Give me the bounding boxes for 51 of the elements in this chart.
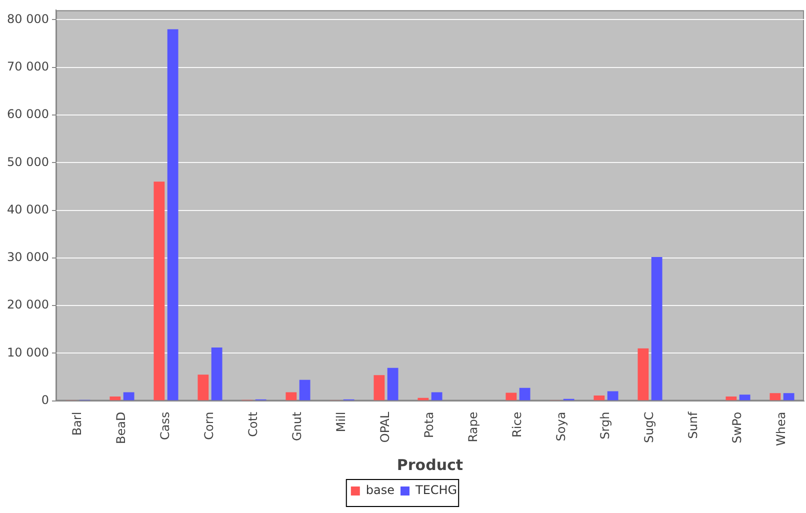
x-tick-label: Gnut: [290, 412, 304, 442]
bar: [651, 256, 662, 400]
bar: [123, 392, 134, 400]
bar: [607, 391, 618, 400]
y-tick-label: 0: [41, 392, 49, 407]
bar: [418, 398, 429, 400]
x-tick-label: Sunf: [686, 411, 700, 439]
x-tick-label: Barl: [70, 412, 84, 436]
bar: [783, 393, 794, 400]
bar: [726, 396, 737, 400]
legend-label: base: [366, 483, 394, 498]
y-tick-label: 10 000: [6, 345, 49, 360]
bar: [739, 394, 750, 400]
x-tick-label: OPAL: [378, 411, 392, 443]
x-tick-label: Pota: [422, 412, 436, 438]
bar: [154, 182, 165, 400]
y-tick-label: 40 000: [6, 202, 49, 216]
y-tick-label: 70 000: [6, 59, 49, 74]
y-tick-label: 50 000: [6, 154, 49, 169]
bar: [211, 347, 222, 400]
bar: [110, 396, 121, 400]
bar: [770, 393, 781, 400]
bar: [167, 29, 178, 400]
bar: [638, 348, 649, 400]
bar: [374, 375, 385, 400]
y-tick-label: 60 000: [6, 107, 49, 122]
legend-label: TECHG: [414, 483, 458, 498]
y-tick-label: 20 000: [6, 298, 49, 312]
bar: [299, 380, 310, 400]
x-tick-label: Cott: [246, 412, 260, 437]
bar: [594, 396, 605, 400]
bar: [519, 388, 530, 400]
x-tick-label: Mill: [334, 412, 348, 432]
x-tick-label: Soya: [554, 412, 568, 442]
bar: [506, 392, 517, 400]
x-axis-title: Product: [396, 456, 464, 474]
x-tick-label: SugC: [642, 412, 656, 444]
bar: [387, 368, 398, 400]
x-tick-label: Cass: [158, 412, 172, 440]
x-tick-label: Rape: [466, 412, 480, 442]
y-tick-label: 80 000: [6, 12, 49, 26]
y-tick-label: 30 000: [6, 250, 49, 264]
bar: [431, 392, 442, 400]
x-tick-label: Srgh: [598, 412, 612, 440]
x-tick-label: BeaD: [114, 412, 128, 444]
bar: [198, 374, 209, 400]
x-tick-label: Rice: [510, 412, 524, 438]
x-tick-label: Whea: [774, 412, 788, 446]
x-tick-label: SwPo: [730, 412, 744, 444]
x-tick-label: Corn: [202, 412, 216, 440]
bar: [286, 392, 297, 400]
